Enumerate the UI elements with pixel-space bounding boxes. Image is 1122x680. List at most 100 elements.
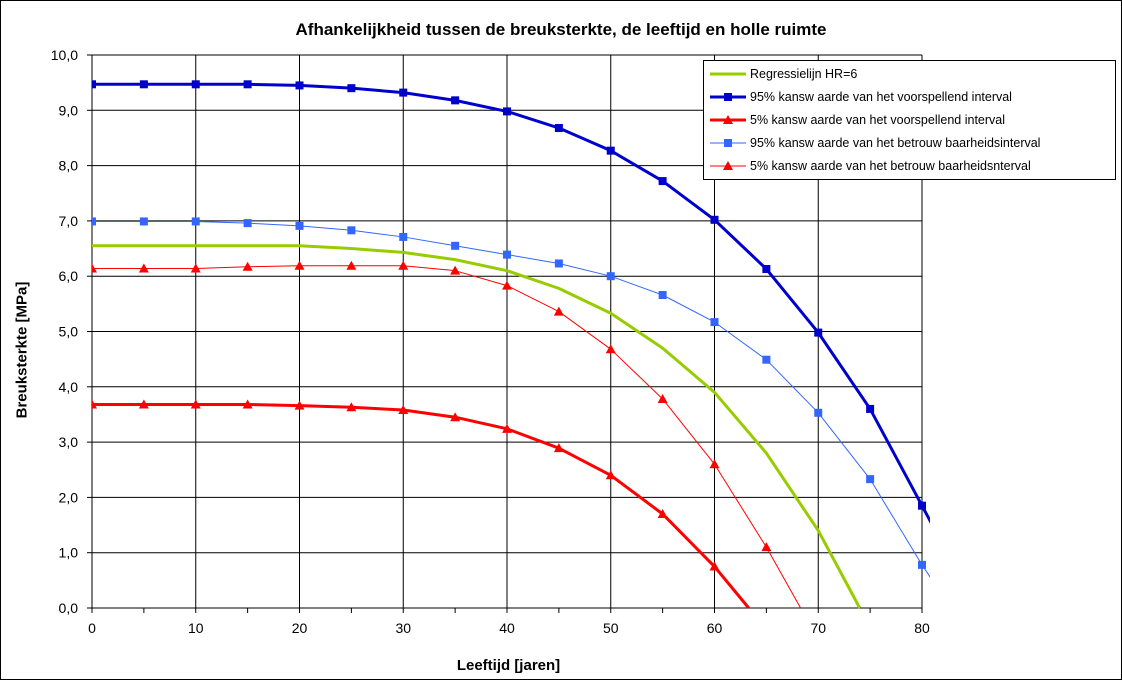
legend-item-95-betrouwbaarheid: 95% kansw aarde van het betrouw baarheid… (704, 133, 1115, 153)
legend-item-5-betrouwbaarheid: 5% kansw aarde van het betrouw baarheids… (704, 156, 1115, 176)
data-point (553, 306, 564, 316)
data-point (242, 399, 253, 409)
data-point (502, 280, 512, 290)
y-tick-label: 6,0 (59, 268, 79, 284)
data-point (295, 221, 304, 230)
y-tick-label: 7,0 (59, 213, 79, 229)
data-point (553, 443, 564, 453)
legend-label-regressielijn: Regressielijn HR=6 (750, 67, 858, 81)
data-point (139, 80, 148, 89)
data-point (710, 318, 719, 327)
data-point (658, 177, 667, 186)
data-point (709, 561, 720, 571)
y-tick-label: 8,0 (59, 158, 79, 174)
series-3 (92, 217, 930, 578)
data-point (554, 123, 563, 132)
data-point (814, 408, 823, 417)
y-tick-label: 0,0 (59, 600, 79, 616)
series-line-0 (92, 244, 862, 609)
legend-label-95-voorspellend: 95% kansw aarde van het voorspellend int… (750, 90, 1012, 104)
data-point (918, 501, 926, 510)
data-point (503, 250, 511, 259)
data-point (347, 84, 356, 93)
series-line-2 (92, 402, 750, 609)
series-1 (92, 80, 930, 524)
data-point (346, 402, 357, 412)
series-0 (92, 244, 862, 609)
data-point (709, 459, 720, 469)
data-point (398, 260, 409, 270)
x-tick-label: 40 (499, 620, 515, 636)
data-point (451, 96, 460, 105)
legend-swatch-blue-square-line (710, 93, 746, 101)
y-tick-label: 1,0 (59, 545, 79, 561)
legend-item-regressielijn: Regressielijn HR=6 (704, 64, 1115, 84)
x-tick-label: 70 (810, 620, 826, 636)
data-point (191, 217, 200, 226)
data-point (399, 232, 408, 241)
series-line-4 (92, 265, 802, 609)
legend-item-95-voorspellend: 95% kansw aarde van het voorspellend int… (704, 87, 1115, 107)
series-4 (92, 260, 802, 609)
legend: Regressielijn HR=6 95% kansw aarde van h… (703, 60, 1116, 180)
data-point (191, 80, 200, 89)
data-point (190, 263, 201, 273)
y-tick-label: 5,0 (59, 324, 79, 340)
data-point (92, 399, 97, 409)
tick-labels: 0 10 20 30 40 50 60 70 80 0,0 1,0 2,0 3,0 4,0 5,0 6,0 7,… (51, 47, 930, 636)
data-point (761, 542, 772, 552)
data-point (92, 217, 96, 226)
x-axis-label: Leeftijd [jaren] (456, 657, 561, 674)
data-point (242, 261, 253, 271)
legend-label-5-betrouwbaarheid: 5% kansw aarde van het betrouw baarheids… (750, 159, 1031, 173)
data-point (866, 475, 875, 484)
y-tick-label: 4,0 (59, 379, 79, 395)
y-tick-label: 9,0 (59, 102, 79, 118)
x-tick-label: 80 (914, 620, 930, 636)
data-point (92, 263, 97, 273)
data-point (347, 226, 356, 235)
data-point (190, 399, 201, 409)
data-point (918, 560, 926, 569)
data-point (243, 80, 252, 89)
data-point (139, 217, 148, 226)
x-tick-label: 0 (88, 620, 96, 636)
legend-label-5-voorspellend: 5% kansw aarde van het voorspellend inte… (750, 113, 1006, 127)
data-point (605, 344, 616, 354)
data-point (606, 146, 615, 155)
legend-swatch-red-triangle-line (710, 115, 746, 124)
data-point (398, 405, 409, 415)
data-point (138, 399, 149, 409)
x-tick-label: 10 (188, 620, 204, 636)
x-tick-label: 60 (707, 620, 723, 636)
data-point (762, 355, 771, 364)
data-point (554, 259, 563, 268)
data-point (294, 400, 305, 410)
data-point (605, 470, 616, 480)
data-point (762, 265, 771, 274)
data-point (295, 81, 304, 90)
data-point (606, 272, 615, 281)
x-tick-label: 20 (292, 620, 308, 636)
legend-swatch-red-triangle-thin-line (710, 161, 746, 170)
series-line-1 (92, 82, 930, 524)
data-point (657, 393, 668, 403)
legend-item-5-voorspellend: 5% kansw aarde van het voorspellend inte… (704, 110, 1115, 130)
data-point (502, 423, 512, 433)
data-point (658, 291, 667, 300)
data-point (92, 80, 96, 89)
data-point (399, 88, 408, 97)
data-point (503, 107, 511, 116)
data-point (450, 412, 461, 422)
y-tick-label: 10,0 (51, 47, 78, 63)
series-layer (92, 80, 930, 609)
data-point (346, 260, 357, 270)
data-point (710, 215, 719, 224)
y-tick-label: 2,0 (59, 489, 79, 505)
series-2 (92, 399, 750, 609)
data-point (657, 508, 668, 518)
x-tick-label: 30 (395, 620, 411, 636)
data-point (814, 328, 823, 337)
legend-swatch-green-line (710, 72, 746, 76)
data-point (138, 263, 149, 273)
